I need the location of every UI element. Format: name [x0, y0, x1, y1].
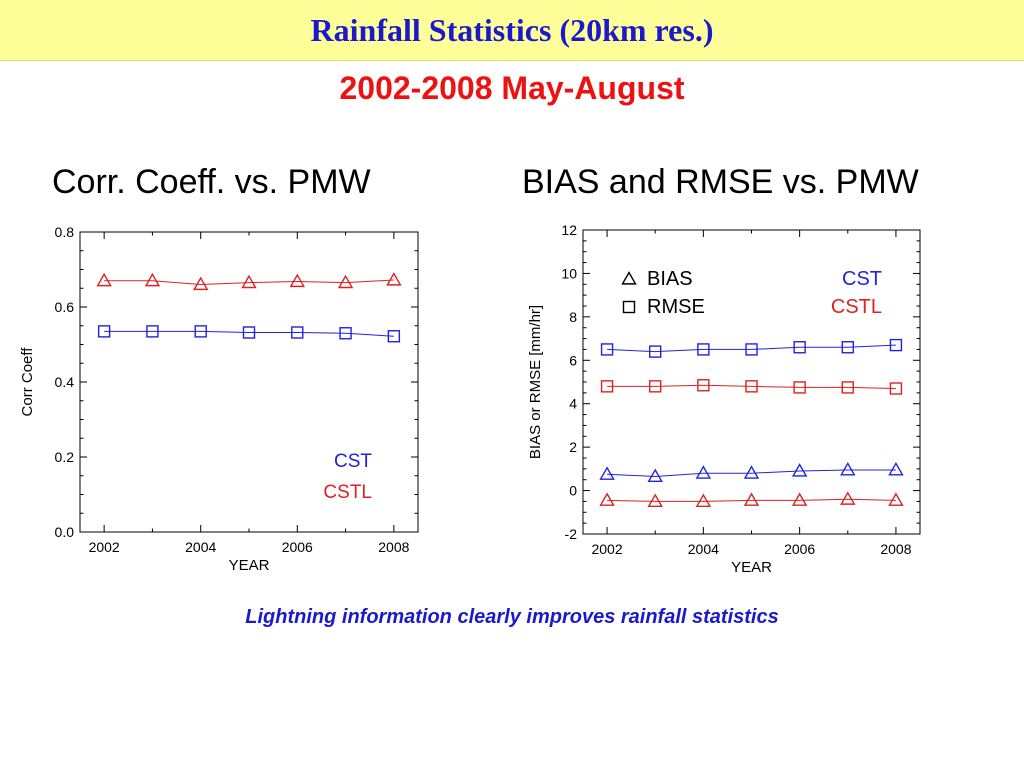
square-marker	[146, 325, 159, 338]
legend-rmse-marker	[622, 300, 636, 314]
x-tick-label: 2002	[89, 539, 120, 555]
triangle-marker	[743, 465, 760, 479]
legend-bias-marker	[621, 271, 637, 285]
y-tick-label: 2	[569, 439, 577, 455]
triangle-marker	[791, 463, 808, 477]
legend-bias-label: BIAS	[647, 268, 693, 290]
y-tick-label: 0.8	[55, 224, 75, 240]
square-marker	[889, 338, 903, 352]
triangle-marker	[840, 462, 856, 476]
square-marker	[889, 382, 903, 395]
square-marker	[242, 326, 256, 339]
triangle-marker	[888, 492, 904, 506]
triangle-marker	[144, 272, 161, 287]
series-line	[607, 384, 896, 390]
corr-coeff-chart: 0.0 0.2 0.4 0.6 0.8 2002 2004 2006 2008 YEAR Corr …	[19, 224, 419, 574]
triangle-marker	[888, 462, 904, 476]
x-axis-title: YEAR	[229, 557, 270, 574]
triangle-marker	[96, 272, 112, 287]
y-axis-title: BIAS or RMSE [mm/hr]	[527, 305, 544, 459]
triangle-marker	[599, 492, 615, 506]
x-tick-label: 2002	[591, 541, 622, 557]
x-tick-label: 2006	[784, 541, 815, 557]
y-tick-label: 0.2	[55, 449, 75, 465]
square-marker	[291, 326, 304, 339]
triangle-marker	[337, 274, 354, 289]
x-tick-label: 2006	[282, 539, 313, 555]
square-marker	[649, 380, 662, 393]
legend-cst: CST	[842, 268, 882, 290]
series-line	[607, 344, 896, 353]
square-marker	[600, 380, 614, 393]
right-panel-heading: BIAS and RMSE vs. PMW	[522, 163, 919, 201]
y-tick-label: 0	[569, 483, 577, 499]
triangle-marker	[289, 273, 305, 288]
legend-cstl: CSTL	[323, 482, 372, 503]
series-line	[607, 469, 896, 477]
x-tick-label: 2004	[688, 541, 719, 557]
y-tick-label: 0.4	[55, 374, 75, 390]
triangle-marker	[743, 492, 760, 506]
series-line	[607, 498, 896, 502]
square-marker	[841, 381, 854, 394]
y-tick-label: -2	[565, 526, 578, 542]
square-marker	[600, 343, 614, 356]
triangle-marker	[647, 468, 663, 483]
legend-cstl: CSTL	[831, 296, 882, 318]
bias-rmse-chart: -2 0 2 4 6 8 10 12 2002 2004 2006 2008 YEAR BIAS or R…	[527, 222, 921, 576]
square-marker	[194, 325, 207, 338]
triangle-marker	[386, 272, 402, 286]
x-tick-label: 2004	[185, 539, 216, 555]
y-tick-label: 6	[569, 352, 577, 368]
slide-subtitle: 2002-2008 May-August	[339, 70, 685, 106]
square-marker	[697, 379, 710, 392]
x-axis-title: YEAR	[731, 559, 772, 576]
footer-note: Lightning information clearly improves r…	[245, 606, 779, 628]
title-bar: Rainfall Statistics (20km res.)	[0, 0, 1024, 61]
x-tick-label: 2008	[880, 541, 911, 557]
y-tick-label: 10	[561, 265, 577, 281]
y-tick-label: 4	[569, 396, 577, 412]
triangle-marker	[647, 493, 663, 508]
square-marker	[339, 327, 352, 340]
square-marker	[97, 325, 111, 338]
triangle-marker	[791, 492, 808, 506]
y-tick-label: 8	[569, 309, 577, 325]
series-line	[104, 330, 394, 337]
legend-cst: CST	[334, 451, 372, 472]
y-tick-label: 12	[561, 222, 577, 238]
y-tick-label: 0.6	[55, 299, 75, 315]
legend-rmse-label: RMSE	[647, 296, 705, 318]
y-tick-label: 0.0	[55, 524, 75, 540]
triangle-marker	[193, 276, 209, 291]
square-marker	[649, 345, 662, 358]
left-panel-heading: Corr. Coeff. vs. PMW	[52, 163, 371, 201]
triangle-marker	[695, 493, 712, 508]
x-tick-label: 2008	[378, 539, 409, 555]
triangle-marker	[695, 465, 712, 479]
square-marker	[697, 343, 710, 356]
y-axis-title: Corr Coeff	[19, 347, 36, 417]
square-marker	[793, 381, 806, 394]
series-line	[104, 279, 394, 286]
slide-title: Rainfall Statistics (20km res.)	[310, 11, 714, 48]
square-marker	[793, 341, 806, 354]
triangle-marker	[241, 274, 257, 289]
square-marker	[745, 343, 758, 356]
triangle-marker	[840, 491, 856, 505]
square-marker	[745, 380, 758, 393]
triangle-marker	[599, 466, 615, 480]
square-marker	[387, 330, 401, 343]
square-marker	[841, 341, 854, 354]
